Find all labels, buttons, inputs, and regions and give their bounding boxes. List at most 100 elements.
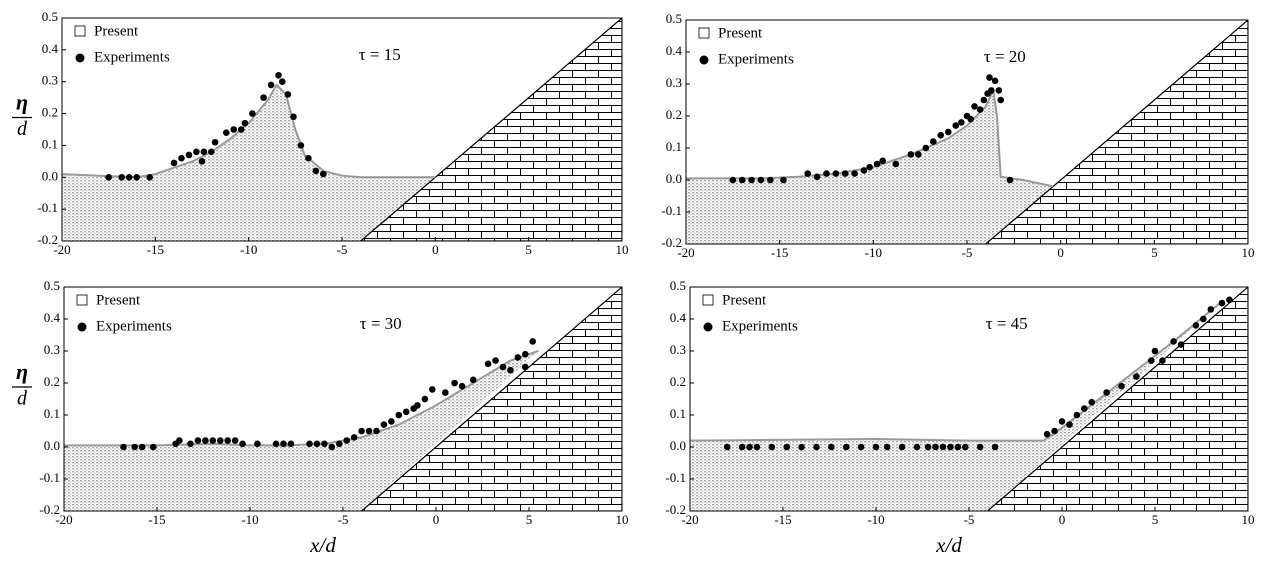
experiment-point [1051,427,1058,435]
experiment-point [1226,296,1233,304]
panel: -20 -15 -10 -5 0 5 10 -0.2 -0.1 0.0 0.1 0.2 0.3 0.4 0.… [12,278,629,557]
experiment-point [723,443,731,451]
experiment-point [254,440,261,448]
x-tick-label: -20 [53,242,70,257]
experiment-point [211,138,219,146]
annotation: τ = 20 [984,47,1026,66]
y-tick-label: -0.2 [39,502,60,517]
experiment-point [1043,430,1051,438]
experiment-point [149,443,157,451]
experiment-point [239,440,246,448]
experiment-point [1200,315,1207,323]
experiment-point [997,96,1005,104]
experiment-point [1192,322,1200,329]
free-surface [62,83,436,179]
y-tick-label: 0.2 [42,105,58,120]
experiment-point [305,154,312,162]
experiment-point [738,176,746,184]
experiment-point [267,81,275,89]
experiment-point [350,434,358,441]
experiment-point [380,421,388,428]
experiment-point [947,443,954,451]
experiment-point [306,440,313,448]
y-tick-label: 0.2 [44,374,60,389]
y-label: d [17,388,28,410]
experiment-point [971,103,978,110]
x-tick-label: -20 [55,512,72,527]
experiment-point [442,389,449,396]
x-tick-label: 5 [1151,245,1158,260]
experiment-point [952,122,960,129]
y-label: η [16,90,28,115]
particle-fill [690,303,1221,511]
experiment-point [230,126,238,133]
y-tick-label: 0.0 [670,438,686,453]
beach [359,18,622,241]
experiment-point [729,176,737,184]
free-surface [690,302,1221,442]
experiment-point [428,386,436,393]
beach [984,20,1248,244]
y-tick-label: 0.4 [42,41,59,56]
experiment-point [451,379,458,387]
experiment-point [1118,382,1125,390]
experiment-point [521,350,529,358]
y-tick-label: -0.2 [661,235,682,250]
experiment-point [1170,338,1177,345]
y-tick-label: 0.5 [666,11,682,26]
panel: -20 -15 -10 -5 0 5 10 -0.2 -0.1 0.0 0.1 0.2 0.3 0.4 0.… [665,278,1254,557]
experiment-point [922,144,930,152]
experiment-point [914,151,922,158]
y-tick-label: 0.0 [666,171,682,186]
experiment-point [976,106,984,113]
y-tick-label: 0.4 [666,43,683,58]
experiment-point [105,173,112,181]
experiment-point [358,427,365,435]
experiment-point [980,96,988,104]
experiment-point [194,437,202,444]
legend-symbol [702,294,714,306]
experiment-point [866,163,873,171]
experiment-point [284,91,292,98]
experiment-point [738,443,746,451]
experiment-point [521,363,529,371]
experiment-point [851,170,858,177]
experiment-point [321,440,328,448]
x-tick-label: 10 [1242,245,1255,260]
particle-fill [62,84,436,241]
experiment-point [208,148,215,156]
plot-area [64,287,622,511]
experiment-point [237,126,245,133]
experiment-point [185,151,193,159]
experiment-point [118,173,126,181]
experiment-point [828,443,835,451]
experiment-point [287,440,295,448]
experiment-point [388,418,395,425]
x-tick-label: 0 [1057,245,1064,260]
legend-label: Present [722,292,767,308]
experiment-point [873,160,881,168]
experiment-point [832,170,840,177]
experiment-point [209,437,217,444]
annotation: τ = 15 [359,45,401,64]
x-tick-label: -15 [771,245,788,260]
experiment-point [131,443,138,451]
experiment-point [857,443,865,451]
y-tick-label: 0.4 [670,310,687,325]
experiment-point [222,129,230,136]
y-label: η [16,359,28,384]
y-tick-label: 0.3 [42,73,58,88]
y-tick-label: 0.0 [42,168,58,183]
experiment-point [280,440,287,448]
experiment-point [924,443,932,451]
y-tick-label: -0.1 [39,470,60,485]
experiment-point [216,437,224,444]
experiment-point [133,173,140,181]
experiment-point [976,443,984,451]
experiment-point [275,72,282,79]
experiment-point [932,443,939,451]
experiment-point [187,440,194,448]
experiment-point [879,157,886,165]
x-tick-label: -15 [148,512,165,527]
